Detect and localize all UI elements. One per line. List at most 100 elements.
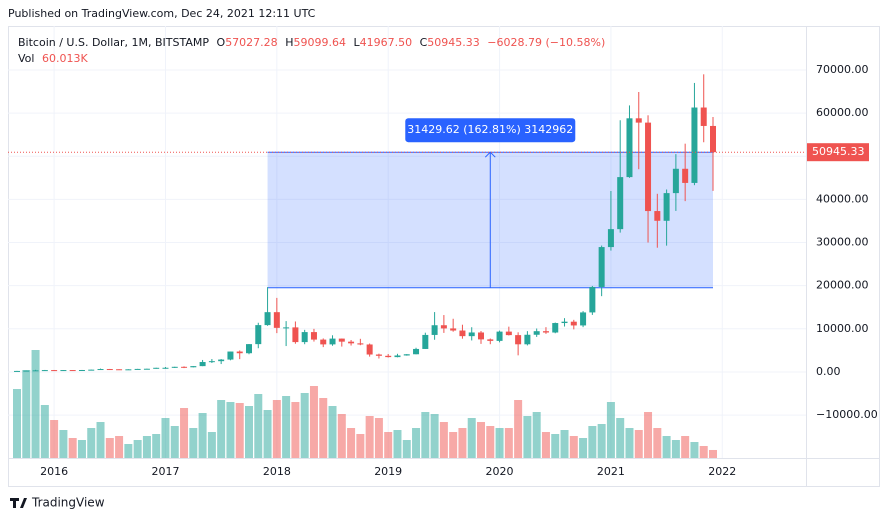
c-value: 50945.33	[427, 36, 480, 49]
candle-body	[106, 369, 113, 371]
h-label: H	[285, 36, 293, 49]
volume-bar	[189, 428, 198, 458]
candle-body	[273, 312, 280, 328]
volume-bar	[690, 442, 699, 458]
candle-body	[682, 168, 689, 183]
candle-body	[246, 344, 252, 354]
volume-bar	[374, 418, 383, 458]
volume-bar	[393, 430, 402, 458]
volume-bar	[458, 428, 467, 458]
candle-body	[218, 359, 225, 362]
last-price-bg	[807, 143, 869, 162]
candle-body	[181, 366, 188, 368]
volume-bar	[272, 400, 281, 458]
candle-body	[60, 370, 67, 372]
candle-body	[264, 312, 271, 326]
x-tick-label: 2019	[374, 465, 402, 478]
candle-body	[320, 339, 327, 345]
c-label: C	[420, 36, 428, 49]
volume-bar	[597, 424, 606, 458]
candle-body	[208, 361, 215, 363]
volume-bar	[569, 436, 578, 458]
volume-bar	[681, 436, 690, 458]
last-price-label: 50945.33	[812, 145, 865, 158]
volume-bar	[309, 386, 318, 458]
candle-body	[589, 286, 596, 313]
candle-body	[700, 107, 707, 126]
candle-layer	[14, 74, 716, 372]
candle-body	[125, 369, 132, 371]
measure-label: 31429.62 (162.81%) 3142962	[407, 123, 573, 136]
h-value: 59099.64	[293, 36, 346, 49]
candle-body	[153, 367, 160, 369]
volume-bar	[644, 412, 653, 458]
candle-body	[403, 354, 410, 356]
candle-body	[116, 369, 123, 371]
legend-line: Bitcoin / U.S. Dollar, 1M, BITSTAMP O570…	[18, 36, 605, 49]
volume-bar	[523, 416, 532, 458]
x-tick-label: 2022	[708, 465, 736, 478]
candle-body	[710, 125, 716, 153]
candle-body	[635, 118, 642, 123]
published-note: Published on TradingView.com, Dec 24, 20…	[8, 7, 316, 20]
candle-body	[533, 331, 540, 335]
candle-body	[338, 338, 345, 342]
volume-bar	[532, 412, 541, 458]
candle-body	[478, 332, 484, 340]
volume-bar	[282, 396, 291, 458]
o-value: 57027.28	[225, 36, 278, 49]
volume-bar	[477, 422, 485, 458]
candle-body	[617, 177, 624, 230]
candle-body	[255, 325, 262, 345]
candle-body	[236, 351, 243, 354]
candle-body	[41, 370, 48, 372]
volume-bar	[161, 418, 170, 458]
volume-bar	[662, 436, 671, 458]
y-tick-label: 10000.00	[816, 322, 869, 335]
volume-bar	[328, 406, 337, 458]
candle-body	[375, 354, 382, 356]
volume-bar	[495, 428, 504, 458]
candle-body	[654, 211, 661, 221]
symbol: Bitcoin / U.S. Dollar, 1M, BITSTAMP	[18, 36, 209, 49]
volume-bar	[356, 434, 365, 458]
measure-arrowhead	[484, 151, 496, 158]
brand-logo: TradingView	[10, 496, 105, 510]
y-tick-label: 0.00	[816, 365, 841, 378]
volume-bar	[421, 412, 430, 458]
chart-frame	[8, 26, 880, 487]
volume-bar	[170, 426, 179, 458]
candle-body	[385, 355, 392, 358]
candle-body	[51, 370, 58, 372]
candle-body	[431, 325, 438, 335]
grid	[8, 26, 806, 458]
candle-body	[524, 334, 531, 345]
volume-bar	[709, 449, 717, 458]
volume-bar	[579, 438, 588, 458]
volume-bar	[254, 394, 263, 458]
candle-body	[357, 343, 364, 345]
volume-bar	[152, 434, 161, 458]
l-value: 41967.50	[360, 36, 413, 49]
candle-body	[413, 348, 420, 355]
volume-bar	[653, 428, 662, 458]
candle-body	[505, 331, 512, 336]
volume-bar	[625, 428, 634, 458]
candle-body	[366, 344, 373, 355]
y-tick-label: −10000.00	[816, 408, 878, 421]
volume-bar	[439, 422, 448, 458]
candle-body	[459, 330, 466, 337]
volume-bar	[226, 402, 235, 458]
volume-bar	[77, 440, 86, 458]
measure-label-bg	[405, 118, 576, 143]
volume-bar	[115, 436, 124, 458]
volume-bar	[13, 389, 21, 458]
x-tick-label: 2018	[263, 465, 291, 478]
volume-bar	[504, 428, 513, 458]
volume-bar	[551, 434, 560, 458]
volume-bar	[588, 426, 597, 458]
measure-layer: 31429.62 (162.81%) 3142962	[267, 118, 713, 289]
volume-bar	[384, 432, 393, 458]
y-tick-label: 70000.00	[816, 63, 869, 76]
